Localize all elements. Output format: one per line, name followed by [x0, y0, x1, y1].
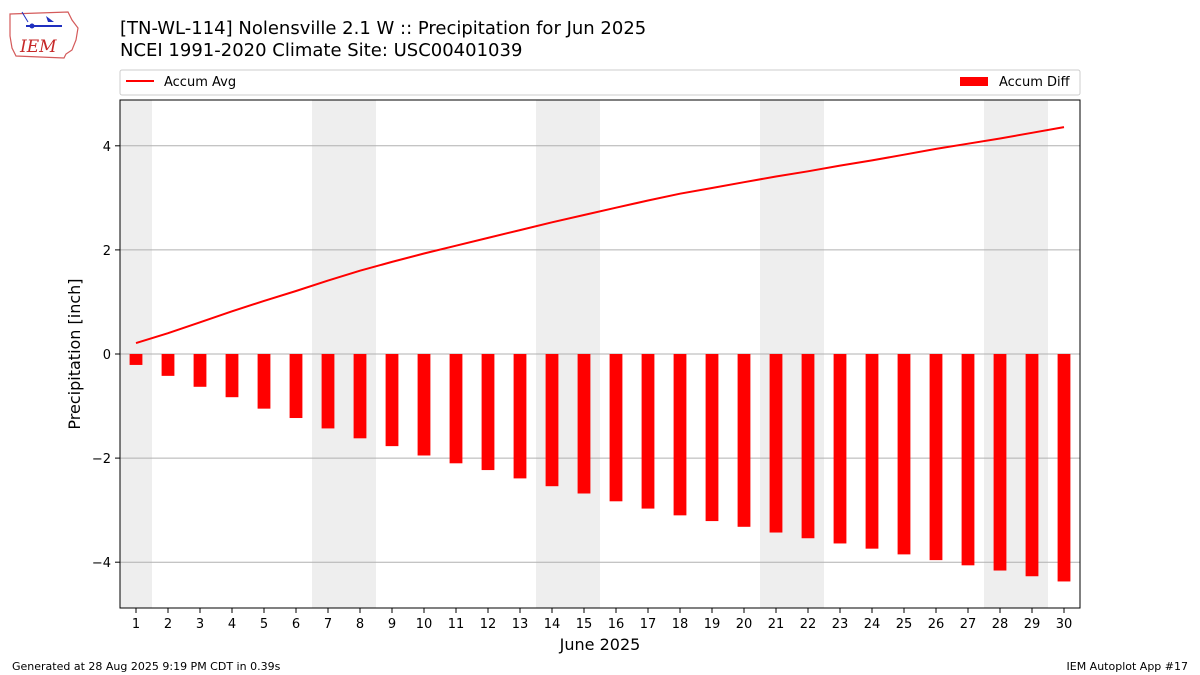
iem-logo: IEM [6, 6, 82, 60]
xtick-label-27: 27 [960, 617, 977, 632]
accum-diff-bar-day-28 [993, 354, 1007, 571]
xtick-label-24: 24 [864, 617, 881, 632]
legend-accum-diff-label: Accum Diff [999, 75, 1071, 90]
y-axis-ticks: −4 −2 0 2 4 [92, 140, 120, 571]
xtick-label-13: 13 [512, 617, 529, 632]
xtick-label-2: 2 [164, 617, 172, 632]
accum-avg-line-group [135, 126, 1065, 345]
accum-diff-bar-day-13 [513, 354, 527, 479]
xtick-label-5: 5 [260, 617, 268, 632]
xtick-label-21: 21 [768, 617, 785, 632]
ytick-label-0: 0 [103, 348, 111, 363]
accum-diff-bar-day-3 [193, 354, 207, 387]
xtick-label-3: 3 [196, 617, 204, 632]
chart-subtitle: NCEI 1991-2020 Climate Site: USC00401039 [120, 40, 523, 61]
xtick-label-16: 16 [608, 617, 625, 632]
accum-diff-bar-day-8 [353, 354, 367, 439]
xtick-label-23: 23 [832, 617, 849, 632]
xtick-label-9: 9 [388, 617, 396, 632]
accum-diff-bar-day-10 [417, 354, 431, 456]
xtick-label-22: 22 [800, 617, 817, 632]
xtick-label-8: 8 [356, 617, 364, 632]
footer-app: IEM Autoplot App #17 [1066, 660, 1189, 673]
xtick-label-4: 4 [228, 617, 236, 632]
accum-diff-bar-day-15 [577, 354, 591, 494]
ytick-label--4: −4 [92, 556, 111, 571]
accum-diff-bar-day-30 [1057, 354, 1071, 582]
accum-diff-bar-day-14 [545, 354, 559, 487]
xtick-label-17: 17 [640, 617, 657, 632]
ytick-label-4: 4 [103, 140, 111, 155]
legend-accum-avg-label: Accum Avg [164, 75, 236, 90]
accum-diff-bar-day-22 [801, 354, 815, 539]
xtick-label-29: 29 [1024, 617, 1041, 632]
accum-diff-bar-day-18 [673, 354, 687, 516]
ytick-label-2: 2 [103, 244, 111, 259]
accum-diff-bar-day-17 [641, 354, 655, 509]
accum-diff-bar-day-23 [833, 354, 847, 544]
xtick-label-10: 10 [416, 617, 433, 632]
xtick-label-30: 30 [1056, 617, 1073, 632]
accum-diff-bar-day-7 [321, 354, 335, 429]
chart-title: [TN-WL-114] Nolensville 2.1 W :: Precipi… [120, 18, 647, 39]
weekend-shading [120, 100, 1048, 608]
accum-diff-bar-day-2 [161, 354, 175, 376]
accum-diff-bar-day-19 [705, 354, 719, 522]
accum-diff-bar-day-27 [961, 354, 975, 566]
accum-diff-bar-day-25 [897, 354, 911, 555]
logo-text: IEM [19, 37, 57, 57]
accum-diff-bar-day-20 [737, 354, 751, 527]
accum-diff-bar-day-24 [865, 354, 879, 549]
xtick-label-14: 14 [544, 617, 561, 632]
y-gridlines [120, 145, 1080, 563]
xtick-label-19: 19 [704, 617, 721, 632]
xtick-label-7: 7 [324, 617, 332, 632]
accum-diff-bar-day-11 [449, 354, 463, 464]
ytick-label--2: −2 [92, 452, 111, 467]
legend-accum-diff-swatch [960, 77, 988, 86]
footer-generated: Generated at 28 Aug 2025 9:19 PM CDT in … [12, 660, 281, 673]
xtick-label-15: 15 [576, 617, 593, 632]
xtick-label-26: 26 [928, 617, 945, 632]
accum-diff-bar-day-26 [929, 354, 943, 561]
x-axis-label: June 2025 [559, 635, 641, 654]
accum-diff-bar-day-5 [257, 354, 271, 409]
legend: Accum Avg Accum Diff [119, 69, 1081, 96]
xtick-label-1: 1 [132, 617, 140, 632]
xtick-label-20: 20 [736, 617, 753, 632]
accum-diff-bars [129, 354, 1071, 582]
xtick-label-11: 11 [448, 617, 465, 632]
x-axis-ticks: 1 2 3 4 5 6 7 8 9 10 11 12 13 14 15 16 17 18 19 20 21 22 23 24 2… [132, 608, 1072, 632]
accum-diff-bar-day-4 [225, 354, 239, 398]
accum-diff-bar-day-16 [609, 354, 623, 502]
accum-diff-bar-day-6 [289, 354, 303, 419]
accum-diff-bar-day-21 [769, 354, 783, 533]
accum-diff-bar-day-9 [385, 354, 399, 447]
accum-diff-bar-day-29 [1025, 354, 1039, 577]
xtick-label-25: 25 [896, 617, 913, 632]
legend-frame [119, 69, 1081, 96]
accum-avg-line [135, 126, 1065, 345]
accum-diff-bar-day-12 [481, 354, 495, 471]
xtick-label-12: 12 [480, 617, 497, 632]
xtick-label-28: 28 [992, 617, 1009, 632]
y-axis-label: Precipitation [inch] [65, 278, 84, 429]
xtick-label-18: 18 [672, 617, 689, 632]
accum-diff-bar-day-1 [129, 354, 143, 365]
xtick-label-6: 6 [292, 617, 300, 632]
